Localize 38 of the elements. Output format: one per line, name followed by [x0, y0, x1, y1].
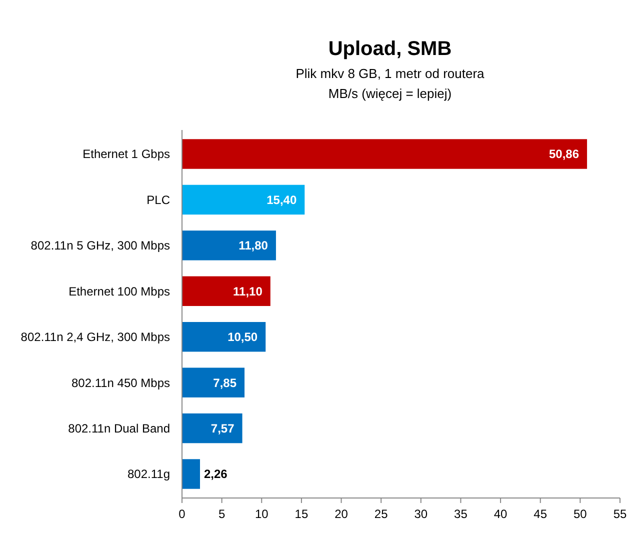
- y-tick-label: 802.11n 450 Mbps: [71, 376, 170, 390]
- data-label: 11,10: [233, 284, 263, 298]
- bar: [182, 322, 266, 352]
- y-tick-label: Ethernet 1 Gbps: [82, 147, 170, 162]
- y-tick-label: 802.11g: [128, 467, 170, 482]
- chart-title: Upload, SMB: [328, 38, 452, 60]
- chart-subtitle: Plik mkv 8 GB, 1 metr od routera MB/s (więcej = lepiej): [296, 66, 486, 101]
- y-tick-label: PLC: [146, 192, 170, 207]
- x-tick-label: 5: [218, 507, 226, 521]
- y-tick-label: 802.11n 2,4 GHz, 300 Mbps: [20, 330, 170, 344]
- x-tick-label: 45: [534, 507, 548, 521]
- data-label: 7,85: [213, 376, 237, 390]
- bar: [182, 276, 270, 306]
- x-tick-label: 30: [414, 507, 428, 521]
- bar: [182, 230, 276, 260]
- x-tick-label: 15: [294, 507, 308, 521]
- bar: [182, 413, 242, 444]
- bar: [182, 139, 588, 169]
- x-tick-label: 40: [494, 507, 508, 521]
- x-tick-label: 55: [613, 507, 627, 521]
- data-label: 10,50: [228, 330, 258, 344]
- bar: [182, 459, 200, 489]
- x-tick-label: 10: [254, 507, 269, 521]
- data-label: 2,26: [204, 467, 228, 482]
- bar: [182, 368, 245, 398]
- data-label: 15,40: [266, 192, 297, 207]
- data-label: 11,80: [238, 238, 268, 253]
- data-label: 50,86: [549, 147, 580, 162]
- y-tick-label: 802.11n 5 GHz, 300 Mbps: [30, 238, 170, 253]
- x-tick-label: 20: [334, 507, 348, 521]
- data-label: 7,57: [210, 421, 235, 436]
- x-tick-label: 25: [374, 507, 388, 521]
- y-tick-label: Ethernet 100 Mbps: [68, 284, 170, 298]
- x-tick-label: 50: [574, 507, 588, 521]
- y-tick-label: 802.11n Dual Band: [68, 421, 170, 436]
- x-tick-label: 35: [454, 507, 468, 521]
- x-tick-label: 0: [178, 507, 186, 521]
- bar: [182, 184, 305, 215]
